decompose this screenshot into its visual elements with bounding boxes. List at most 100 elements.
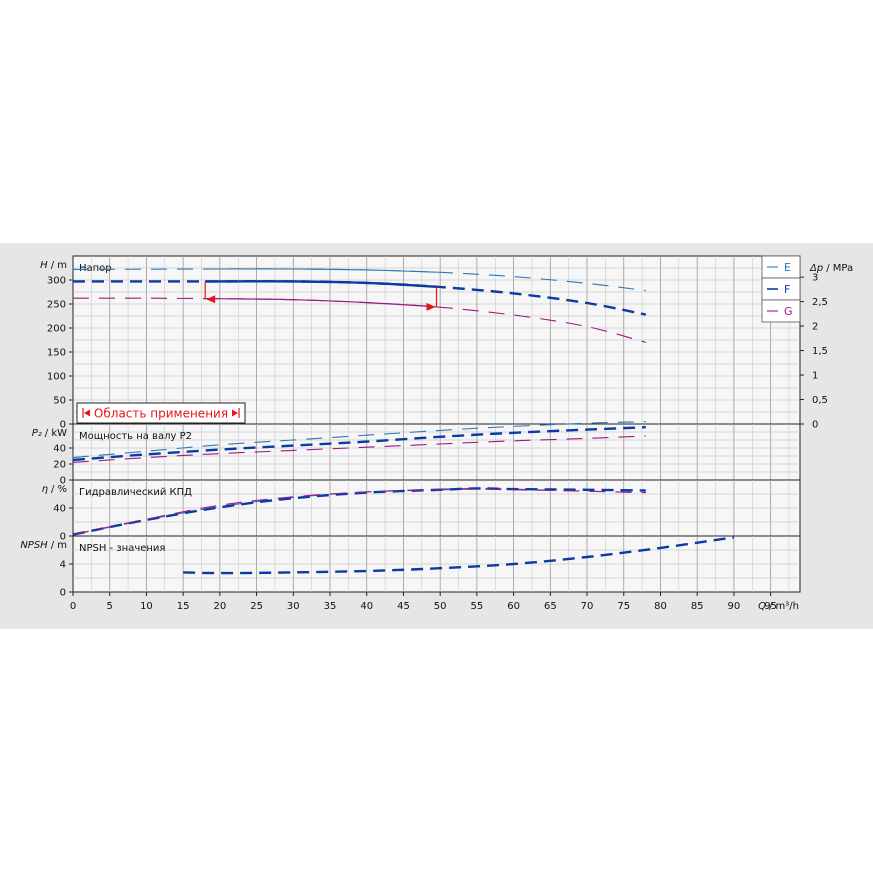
application-range-box <box>76 402 246 424</box>
y-axis-symbol: P₂ <box>32 428 42 439</box>
panel-efficiency-series <box>72 487 646 536</box>
panel-title-power: Мощность на валу P2 <box>79 431 192 442</box>
y-tick-label-efficiency: 0 <box>60 532 66 543</box>
right-tick-label: 0,5 <box>812 395 828 406</box>
legend-label-E: E <box>784 261 791 274</box>
right-tick-label: 2 <box>812 322 818 333</box>
panel-head-series <box>72 268 647 343</box>
panel-title-efficiency: Гидравлический КПД <box>79 487 192 498</box>
right-axis-title: Δp / MPa <box>809 263 853 274</box>
right-tick-label: 1 <box>812 371 818 382</box>
x-tick-label: 85 <box>691 601 704 612</box>
right-tick-label: 0 <box>812 420 818 431</box>
x-tick-label: 20 <box>214 601 227 612</box>
x-tick-label: 70 <box>581 601 594 612</box>
right-axis-unit: / MPa <box>826 263 853 274</box>
series-F-npsh-line <box>183 536 735 575</box>
panel-title-npsh: NPSH - значения <box>79 543 165 554</box>
application-range-text: Область применения <box>94 407 228 421</box>
x-axis-title: Q / m³/h <box>758 601 799 612</box>
y-tick-label-npsh: 4 <box>60 560 66 571</box>
range-right-arrow <box>426 302 436 311</box>
panel-head-hgrid <box>73 267 800 413</box>
range-left-arrow <box>206 295 216 304</box>
panel-power-series <box>72 421 646 463</box>
panel-npsh-series <box>183 536 735 575</box>
y-axis-title-efficiency: η / % <box>42 484 67 495</box>
y-axis-symbol: NPSH <box>20 540 48 551</box>
y-tick-label-power: 0 <box>60 476 66 487</box>
y-tick-label-head: 50 <box>53 396 66 407</box>
panel-power-vgrid <box>91 424 790 480</box>
y-axis-symbol: H <box>40 260 48 271</box>
y-axis-unit: / m <box>51 540 67 551</box>
right-tick-label: 1,5 <box>812 346 828 357</box>
y-axis-unit: / m <box>51 260 67 271</box>
x-axis: 0 5 10 15 20 25 30 35 40 45 50 55 60 65 70 75 80 85 90 95Q /… <box>70 592 799 612</box>
series-G-efficiency-line <box>72 488 646 536</box>
series-F-power-line <box>72 426 646 462</box>
x-tick-label: 30 <box>287 601 300 612</box>
legend: EFG <box>761 255 801 323</box>
y-tick-label-head: 200 <box>47 324 66 335</box>
x-tick-label: 0 <box>70 601 76 612</box>
x-tick-label: 95 <box>764 601 777 612</box>
application-range-right-arrow <box>232 409 238 417</box>
x-tick-label: 80 <box>654 601 667 612</box>
application-range-label: Область применения <box>76 402 246 424</box>
right-axis-symbol: Δp <box>809 263 823 274</box>
y-tick-label-npsh: 0 <box>60 588 66 599</box>
x-axis-symbol: Q <box>758 601 766 612</box>
right-tick-label: 2,5 <box>812 297 828 308</box>
panel-efficiency-hgrid <box>73 493 800 523</box>
x-tick-label: 90 <box>728 601 741 612</box>
x-tick-label: 25 <box>250 601 263 612</box>
x-tick-label: 35 <box>324 601 337 612</box>
right-axis: 0 0,5 1 1,5 2 2,5 3Δp / MPa <box>800 263 853 431</box>
operating-range-marker <box>204 281 438 311</box>
series-F-efficiency-line <box>72 487 646 536</box>
x-tick-label: 5 <box>107 601 113 612</box>
y-axis-symbol: η <box>42 484 48 495</box>
y-axis-title-power: P₂ / kW <box>32 428 67 439</box>
x-tick-label: 15 <box>177 601 190 612</box>
x-tick-label: 40 <box>360 601 373 612</box>
panel-efficiency: 0 40 η / % Гидравлический КПД <box>42 479 801 543</box>
x-tick-label: 45 <box>397 601 410 612</box>
application-range-left-arrow <box>84 409 90 417</box>
y-tick-label-head: 300 <box>47 276 66 287</box>
x-tick-label: 65 <box>544 601 557 612</box>
panel-npsh: 0 4 NPSH / m NPSH - значения <box>20 535 801 599</box>
panel-title-head: Напор <box>79 263 112 274</box>
x-axis-unit: / m³/h <box>769 601 799 612</box>
y-axis-title-head: H / m <box>40 260 67 271</box>
y-tick-label-head: 100 <box>47 372 66 383</box>
x-tick-label: 55 <box>471 601 484 612</box>
series-E-operating-segment <box>205 268 437 273</box>
y-tick-label-head: 0 <box>60 420 66 431</box>
legend-box-G <box>761 299 801 323</box>
y-tick-label-power: 40 <box>53 444 66 455</box>
y-tick-label-head: 150 <box>47 348 66 359</box>
x-tick-label: 75 <box>617 601 630 612</box>
x-tick-label: 50 <box>434 601 447 612</box>
legend-label-G: G <box>784 305 793 318</box>
y-tick-label-head: 250 <box>47 300 66 311</box>
panel-power-hgrid <box>73 431 800 473</box>
x-tick-label: 10 <box>140 601 153 612</box>
panel-head: 0 50 100 150 200 250 300 H / m Напор Область приме… <box>40 255 853 431</box>
series-F-operating-segment <box>205 280 437 288</box>
y-tick-label-efficiency: 40 <box>53 504 66 515</box>
y-axis-title-npsh: NPSH / m <box>20 540 67 551</box>
panel-npsh-hgrid <box>73 549 800 579</box>
y-tick-label-power: 20 <box>53 460 66 471</box>
series-G-power-line <box>72 435 646 463</box>
right-tick-label: 3 <box>812 273 818 284</box>
series-E-power-line <box>72 421 646 459</box>
y-axis-unit: / kW <box>45 428 67 439</box>
x-tick-label: 60 <box>507 601 520 612</box>
legend-label-F: F <box>784 283 790 296</box>
panel-power: 0 20 40 P₂ / kW Мощность на валу P2 <box>32 421 801 487</box>
